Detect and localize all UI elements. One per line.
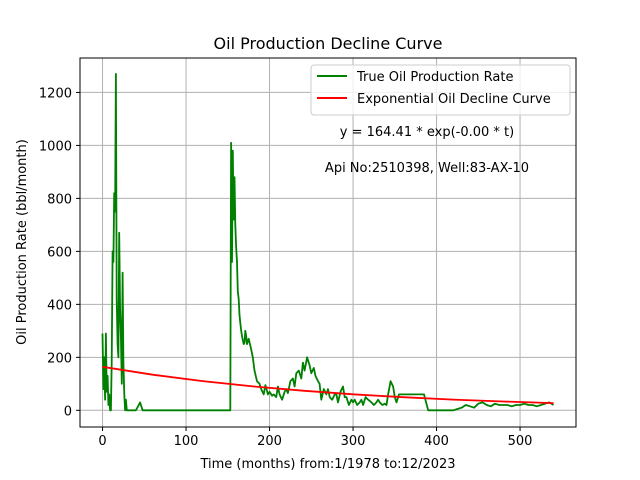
legend-label-decline-curve: Exponential Oil Decline Curve <box>357 92 551 107</box>
axis-ticks: 0 100 200 300 400 500 0 200 400 600 800 1000 1200 <box>39 86 533 449</box>
grid-lines <box>80 58 576 427</box>
y-tick-label: 200 <box>47 351 72 366</box>
y-tick-label: 0 <box>64 404 72 419</box>
x-tick-label: 500 <box>508 434 533 449</box>
legend: True Oil Production Rate Exponential Oil… <box>310 64 571 116</box>
true-rate-line <box>101 73 554 412</box>
plot-frame <box>79 57 577 428</box>
y-tick-label: 1200 <box>39 86 72 101</box>
y-tick-label: 600 <box>47 245 72 260</box>
x-tick-label: 200 <box>257 434 282 449</box>
x-tick-label: 300 <box>341 434 366 449</box>
plot-area <box>80 58 576 427</box>
y-tick-label: 800 <box>47 192 72 207</box>
chart-title: Oil Production Decline Curve <box>214 34 443 53</box>
series-group <box>101 73 554 412</box>
y-axis-label: Oil Production Rate (bbl/month) <box>15 139 30 345</box>
well-annotation: Api No:2510398, Well:83-AX-10 <box>325 161 529 176</box>
legend-box <box>310 64 571 116</box>
x-tick-label: 0 <box>98 434 106 449</box>
equation-annotation: y = 164.41 * exp(-0.00 * t) <box>340 125 514 140</box>
decline-curve-line <box>102 365 554 404</box>
x-tick-label: 100 <box>174 434 199 449</box>
x-tick-label: 400 <box>424 434 449 449</box>
y-tick-label: 400 <box>47 298 72 313</box>
legend-label-true-rate: True Oil Production Rate <box>356 70 513 85</box>
x-axis-label: Time (months) from:1/1978 to:12/2023 <box>199 457 455 472</box>
y-tick-label: 1000 <box>39 139 72 154</box>
